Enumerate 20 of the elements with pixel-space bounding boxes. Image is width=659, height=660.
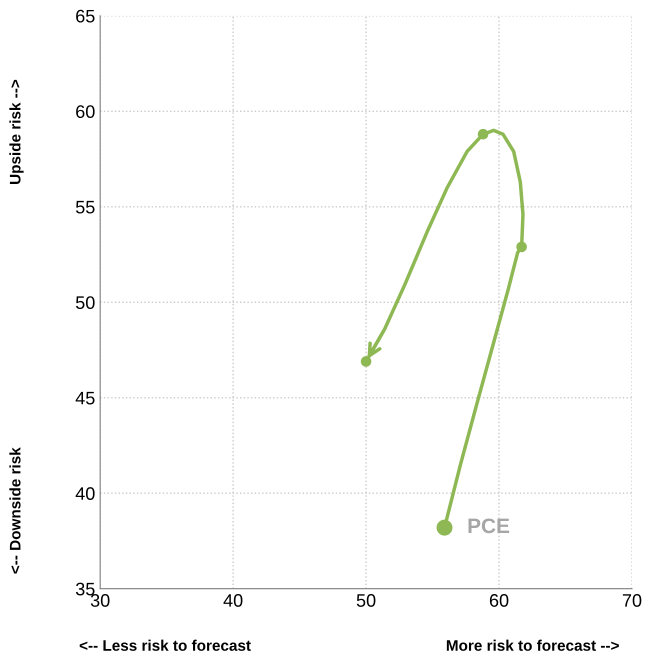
- y-tick-label: 45: [76, 392, 95, 404]
- y-tick-label: 65: [76, 10, 95, 23]
- x-tick-label: 70: [622, 594, 642, 607]
- y-tick-label: 40: [76, 487, 95, 500]
- x-tick-label: 40: [223, 594, 242, 607]
- point: [478, 128, 488, 140]
- x-tick-label: 50: [356, 594, 376, 607]
- y-tick-label: 55: [76, 200, 95, 214]
- point: [516, 242, 527, 252]
- text: <-- Downside risk: [9, 447, 21, 574]
- text: Upside risk -->: [9, 80, 24, 184]
- x-tick-label: 60: [490, 594, 508, 607]
- text: More risk to forecast -->: [446, 640, 619, 651]
- point: [360, 356, 372, 367]
- x-tick-label: 30: [90, 594, 110, 607]
- y-tick-label: 50: [76, 296, 95, 309]
- text: <-- Less risk to forecast: [80, 640, 251, 651]
- y-tick-label: 35: [76, 582, 95, 596]
- y-tick-label: 60: [76, 105, 95, 118]
- series-label: PCE: [468, 518, 510, 534]
